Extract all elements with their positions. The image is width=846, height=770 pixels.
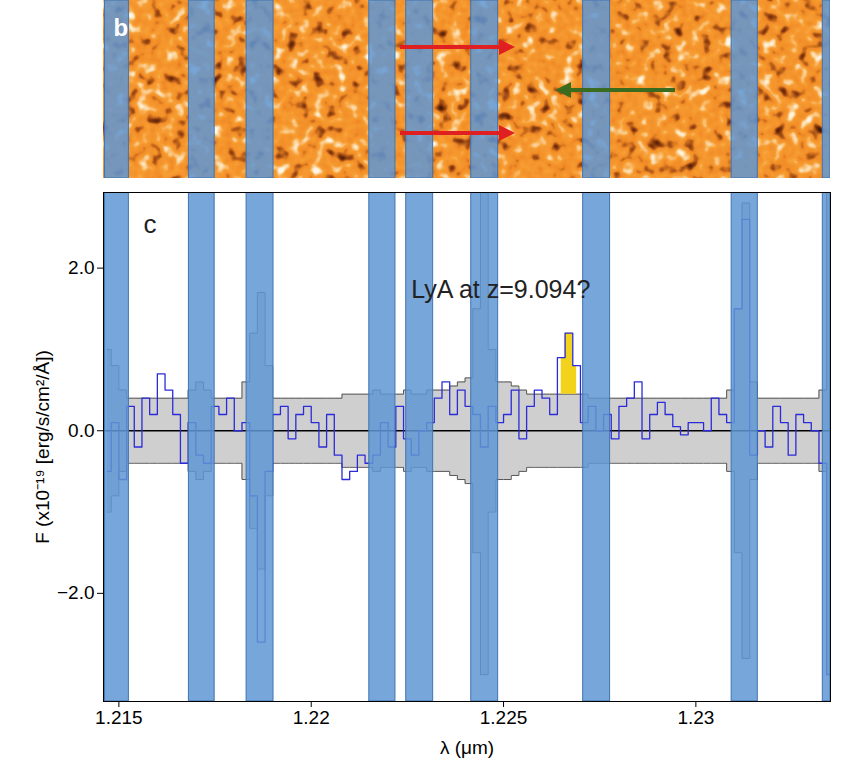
svg-text:0.0: 0.0: [68, 420, 94, 441]
svg-text:λ (μm): λ (μm): [440, 737, 494, 758]
svg-text:2.0: 2.0: [68, 257, 94, 278]
svg-text:1.215: 1.215: [95, 707, 143, 728]
svg-text:−2.0: −2.0: [57, 582, 95, 603]
svg-text:F (x10⁻¹⁹ [erg/s/cm²/Å]): F (x10⁻¹⁹ [erg/s/cm²/Å]): [32, 350, 53, 544]
svg-text:LyA at z=9.094?: LyA at z=9.094?: [411, 275, 590, 303]
svg-text:b: b: [114, 14, 129, 41]
svg-text:c: c: [144, 209, 157, 239]
svg-text:1.23: 1.23: [677, 707, 714, 728]
svg-text:1.22: 1.22: [293, 707, 330, 728]
svg-text:1.225: 1.225: [480, 707, 528, 728]
